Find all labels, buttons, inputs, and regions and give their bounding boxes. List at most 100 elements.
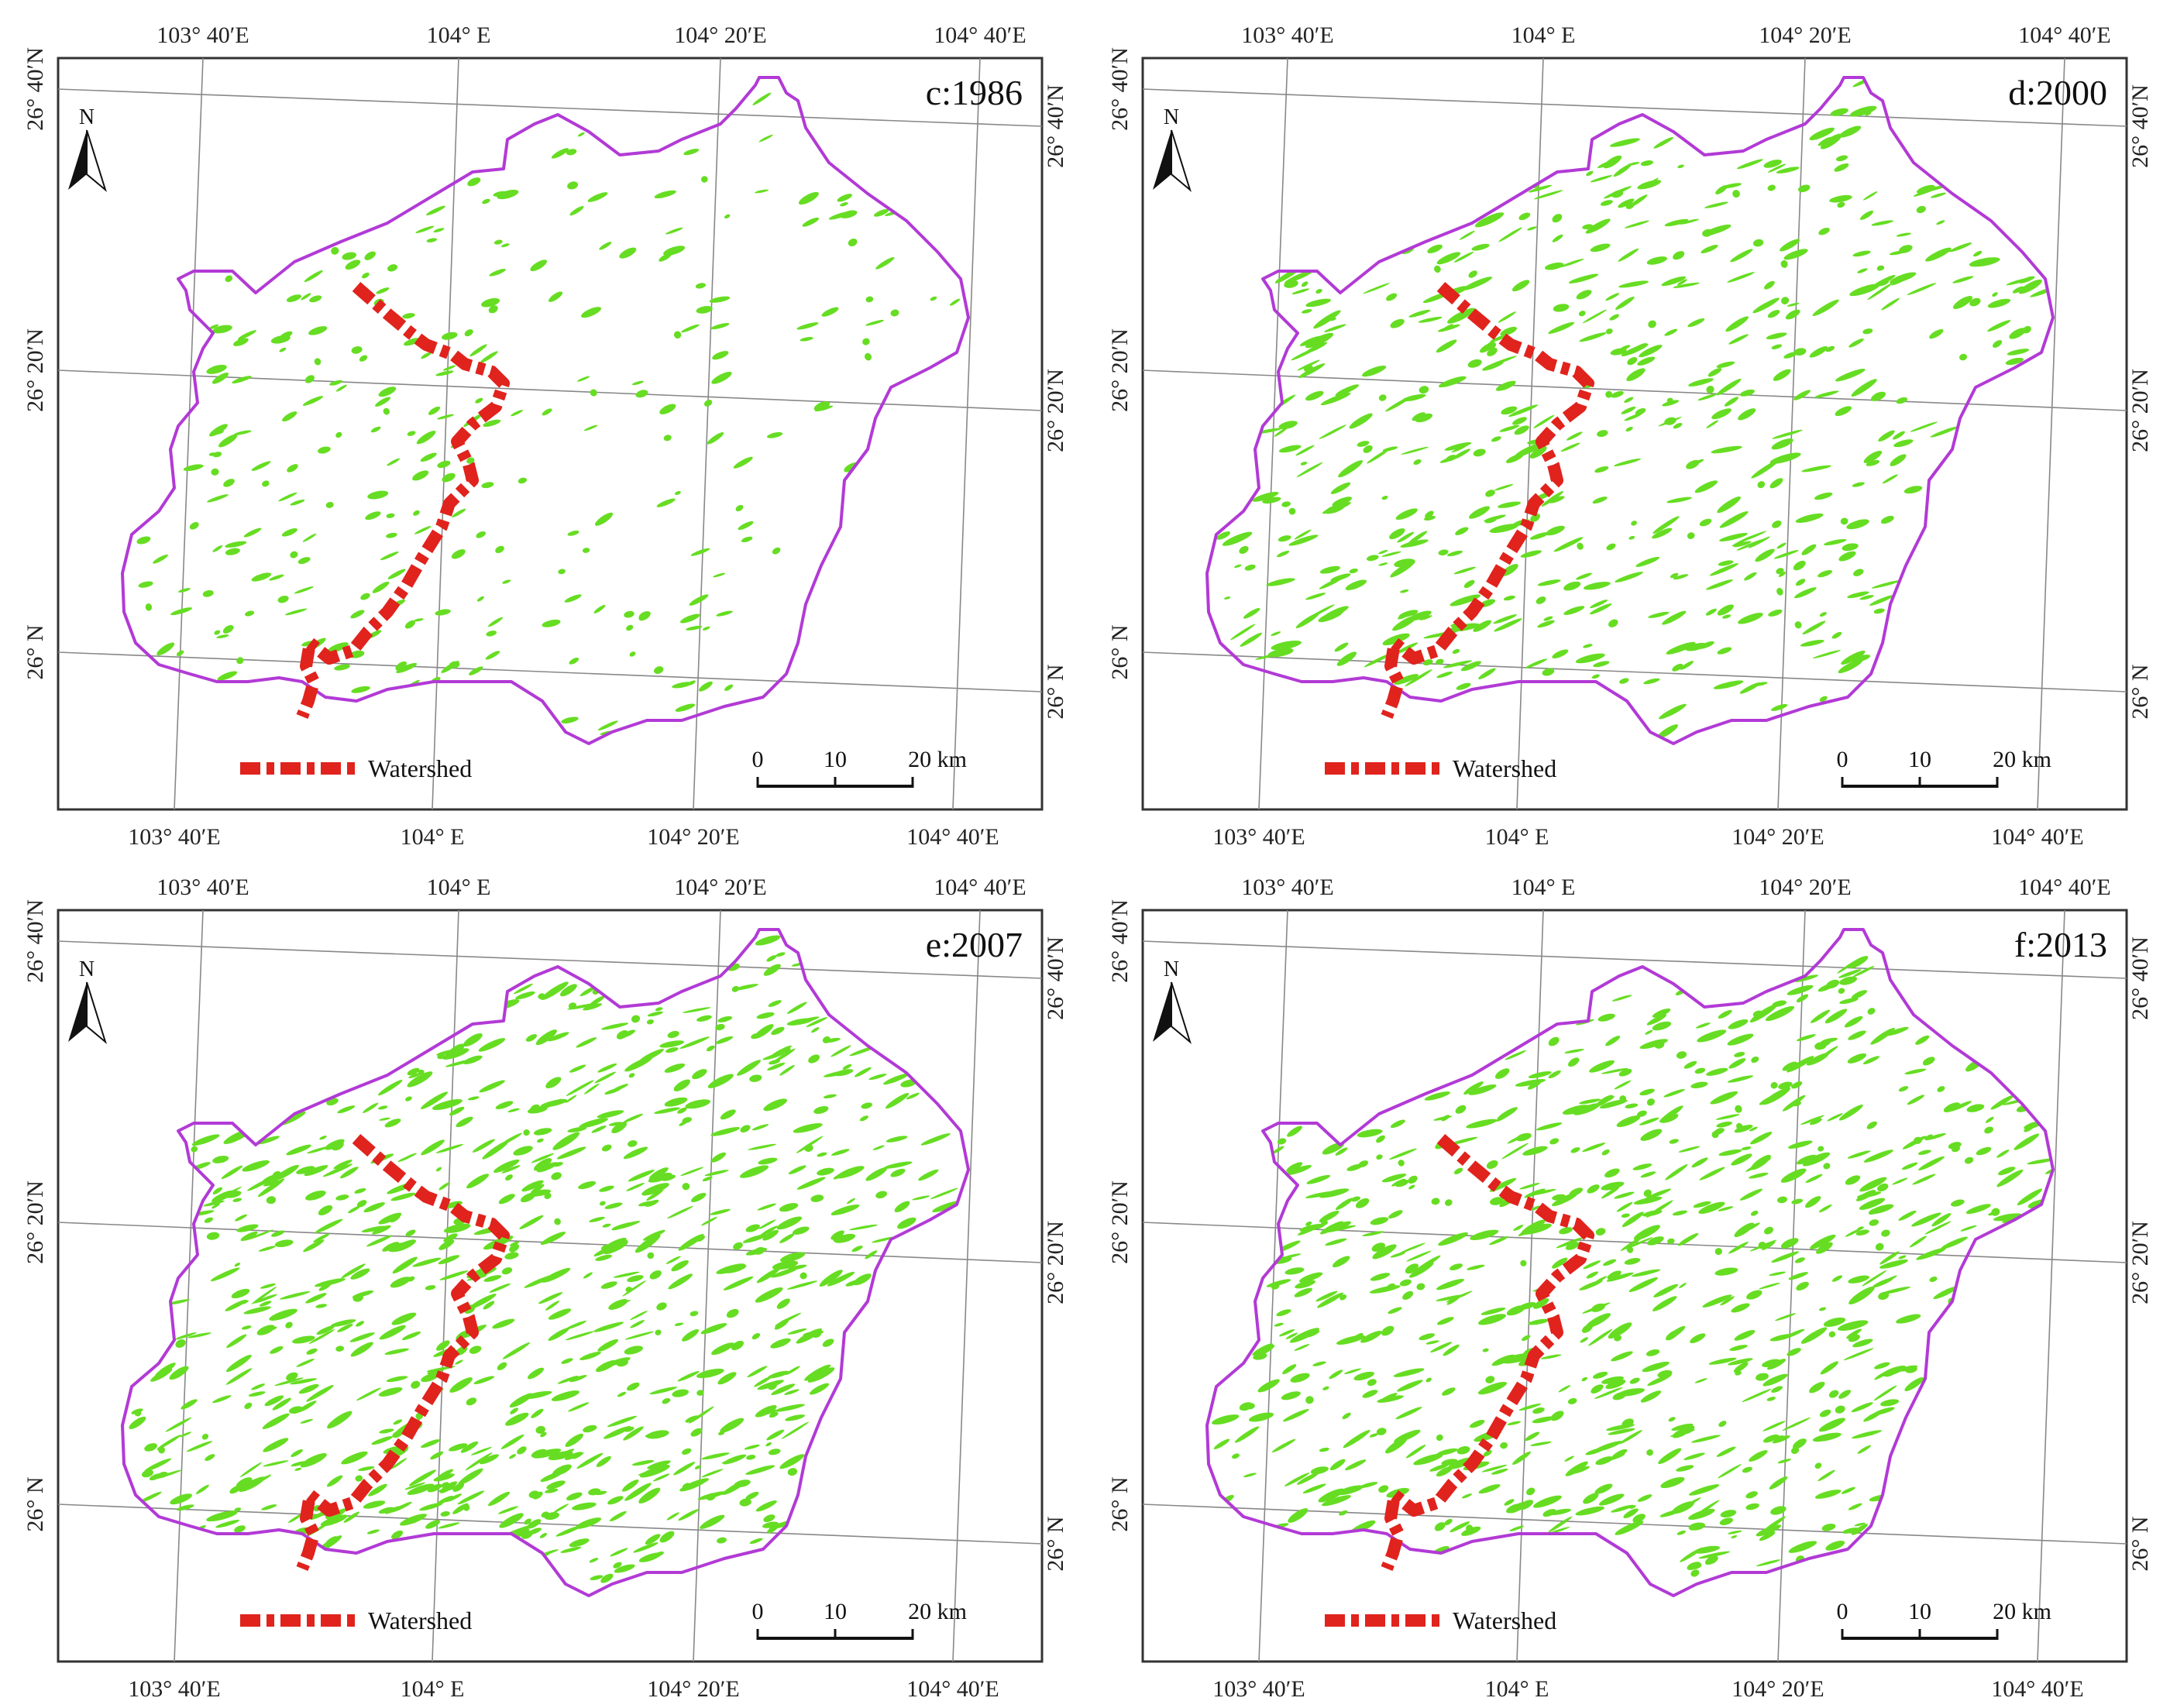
vegetation-patch [334, 664, 350, 671]
vegetation-patch [775, 1312, 802, 1327]
vegetation-patch [1588, 1328, 1613, 1346]
vegetation-patch [455, 1359, 463, 1365]
vegetation-patch [1485, 490, 1495, 497]
vegetation-patch [1931, 1213, 1952, 1227]
vegetation-patch [498, 1194, 515, 1205]
vegetation-patch [739, 1498, 751, 1507]
vegetation-patch [1713, 680, 1744, 689]
vegetation-patch [710, 323, 730, 330]
vegetation-patch [1552, 649, 1569, 659]
vegetation-patch [1570, 1147, 1580, 1153]
vegetation-patch [327, 1411, 352, 1429]
vegetation-patch [1415, 413, 1433, 423]
vegetation-patch [1852, 1430, 1883, 1439]
vegetation-patch [674, 1322, 684, 1326]
vegetation-patch [508, 1523, 540, 1534]
vegetation-patch [204, 1217, 213, 1223]
vegetation-patch [890, 1168, 906, 1177]
vegetation-patch [1676, 1465, 1694, 1472]
vegetation-patch [203, 1200, 225, 1207]
vegetation-patch [1725, 316, 1749, 332]
vegetation-patch [709, 296, 731, 303]
vegetation-patch [427, 1483, 442, 1493]
vegetation-patch [716, 610, 733, 617]
vegetation-patch [1782, 1061, 1797, 1071]
parallel-line [57, 1504, 1043, 1545]
vegetation-patch [278, 492, 297, 502]
vegetation-patch [416, 431, 436, 445]
vegetation-patch [1770, 1506, 1787, 1515]
vegetation-patch [1216, 531, 1230, 540]
vegetation-patch [1831, 631, 1842, 639]
vegetation-patch [800, 337, 813, 342]
vegetation-patch [1501, 1143, 1529, 1160]
vegetation-patch [485, 651, 500, 660]
vegetation-patch [1801, 465, 1831, 473]
vegetation-patch [1578, 311, 1586, 317]
vegetation-patch [1751, 460, 1779, 479]
vegetation-patch [1859, 1177, 1887, 1192]
vegetation-patch [236, 1224, 259, 1232]
vegetation-patch [537, 1138, 544, 1143]
vegetation-patch [1436, 1317, 1454, 1325]
vegetation-patch [1793, 390, 1811, 400]
vegetation-patch [544, 1512, 559, 1521]
vegetation-patch [1881, 297, 1900, 311]
vegetation-patch [1766, 1397, 1776, 1401]
vegetation-patch [514, 983, 533, 995]
vegetation-patch [678, 1234, 704, 1251]
vegetation-patch [697, 1491, 726, 1500]
longitude-label-top: 104° 20′E [1759, 22, 1851, 48]
vegetation-patch [776, 1216, 803, 1230]
vegetation-patch [233, 338, 249, 346]
vegetation-patch [1305, 1396, 1314, 1404]
vegetation-patch [1837, 1320, 1869, 1331]
vegetation-patch [2012, 286, 2024, 294]
vegetation-patch [617, 1391, 627, 1397]
vegetation-patch [1528, 1071, 1552, 1079]
vegetation-patch [717, 1372, 737, 1385]
vegetation-patch [483, 419, 501, 427]
vegetation-patch [822, 1339, 834, 1347]
vegetation-patch [1847, 1053, 1867, 1064]
vegetation-patch [1840, 517, 1848, 525]
vegetation-patch [1565, 1461, 1588, 1476]
vegetation-patch [608, 1299, 628, 1310]
vegetation-patch [1617, 1388, 1646, 1397]
vegetation-patch [1536, 596, 1546, 604]
vegetation-patch [540, 1431, 547, 1438]
vegetation-patch [1696, 1022, 1711, 1029]
vegetation-patch [362, 272, 370, 279]
vegetation-patch [443, 1233, 458, 1242]
vegetation-patch [813, 1105, 829, 1115]
vegetation-patch [786, 1280, 817, 1290]
vegetation-patch [1558, 1385, 1571, 1393]
vegetation-patch [845, 1279, 861, 1287]
vegetation-patch [319, 1136, 327, 1140]
vegetation-patch [1835, 368, 1866, 382]
vegetation-patch [403, 1153, 417, 1160]
vegetation-patch [352, 1290, 374, 1298]
vegetation-patch [1447, 550, 1463, 557]
vegetation-patch [1320, 392, 1351, 406]
vegetation-patch [469, 344, 487, 357]
vegetation-patch [1315, 1290, 1338, 1302]
vegetation-patch [1556, 1237, 1584, 1249]
watershed-divide [1381, 1133, 1594, 1571]
vegetation-patch [364, 251, 376, 260]
vegetation-patch [1848, 1503, 1862, 1510]
vegetation-patch [1672, 1428, 1690, 1438]
vegetation-patch [552, 1464, 572, 1476]
vegetation-patch [1912, 1174, 1936, 1185]
longitude-label-bottom: 104° 40′E [906, 1676, 999, 1702]
vegetation-patch [488, 305, 498, 314]
vegetation-patch [1468, 1084, 1497, 1095]
vegetation-patch [701, 1216, 717, 1226]
vegetation-patch [1733, 541, 1752, 548]
vegetation-patch [647, 1252, 655, 1260]
vegetation-patch [745, 1465, 775, 1475]
vegetation-patch [1548, 321, 1575, 334]
vegetation-patch [1298, 1272, 1323, 1283]
vegetation-patch [206, 364, 227, 374]
vegetation-patch [384, 1119, 401, 1128]
